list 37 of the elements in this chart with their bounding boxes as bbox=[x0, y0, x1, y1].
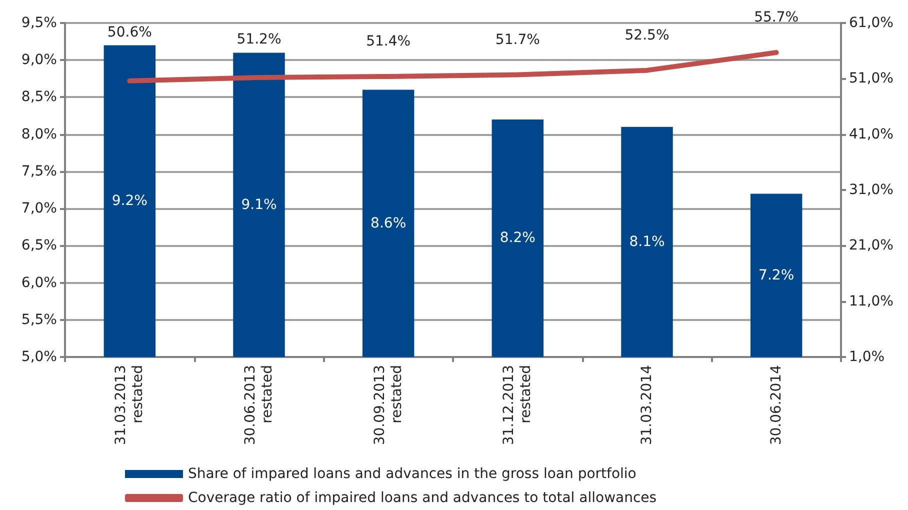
y-tick-label: 8,0% bbox=[21, 126, 57, 142]
y2-tick-label: 51,0% bbox=[849, 70, 894, 87]
y-tick-label: 7,0% bbox=[21, 200, 57, 217]
y-tick-label: 5,5% bbox=[21, 312, 57, 328]
y2-tick-label: 11,0% bbox=[849, 293, 894, 310]
y-tick-label: 8,5% bbox=[21, 89, 57, 106]
y-tick-label: 6,5% bbox=[21, 238, 57, 254]
legend-label: Coverage ratio of impaired loans and advances to total allowances bbox=[188, 490, 657, 506]
data-label: 51.2% bbox=[236, 32, 282, 48]
y-tick-label: 5,0% bbox=[21, 349, 57, 365]
y-tick-label: 9,5% bbox=[21, 15, 57, 31]
y2-tick-label: 61,0% bbox=[849, 15, 894, 31]
legend-label: Share of impared loans and advances in the gross loan portfolio bbox=[188, 466, 636, 482]
x-tick-label: 30.09.2013 restated bbox=[372, 365, 405, 446]
data-label: 50.6% bbox=[107, 24, 152, 40]
data-label: 8.6% bbox=[370, 215, 406, 232]
y2-tick-label: 41,0% bbox=[849, 126, 894, 142]
data-label: 51.7% bbox=[495, 32, 540, 48]
y2-tick-label: 1,0% bbox=[849, 349, 885, 365]
y2-tick-label: 31,0% bbox=[849, 182, 894, 198]
x-tick-label: 30.06.2014 bbox=[768, 364, 784, 446]
y-tick-label: 7,5% bbox=[21, 163, 57, 180]
data-label: 8.2% bbox=[500, 230, 536, 246]
y-tick-label: 9,0% bbox=[21, 52, 57, 68]
data-label: 51.4% bbox=[366, 33, 411, 50]
data-label: 8.1% bbox=[629, 234, 665, 250]
y2-tick-label: 21,0% bbox=[849, 238, 894, 254]
data-label: 9.1% bbox=[241, 196, 277, 213]
x-tick-label: 31.12.2013 restated bbox=[501, 365, 534, 446]
data-label: 55.7% bbox=[754, 10, 799, 26]
data-label: 52.5% bbox=[624, 27, 670, 44]
x-tick-label: 31.03.2014 bbox=[639, 364, 655, 446]
data-label: 7.2% bbox=[758, 267, 794, 284]
x-tick-label: 31.03.2013 restated bbox=[113, 365, 146, 446]
y-tick-label: 6,0% bbox=[21, 274, 57, 291]
x-tick-label: 30.06.2013 restated bbox=[242, 365, 276, 446]
data-label: 9.2% bbox=[112, 193, 148, 210]
